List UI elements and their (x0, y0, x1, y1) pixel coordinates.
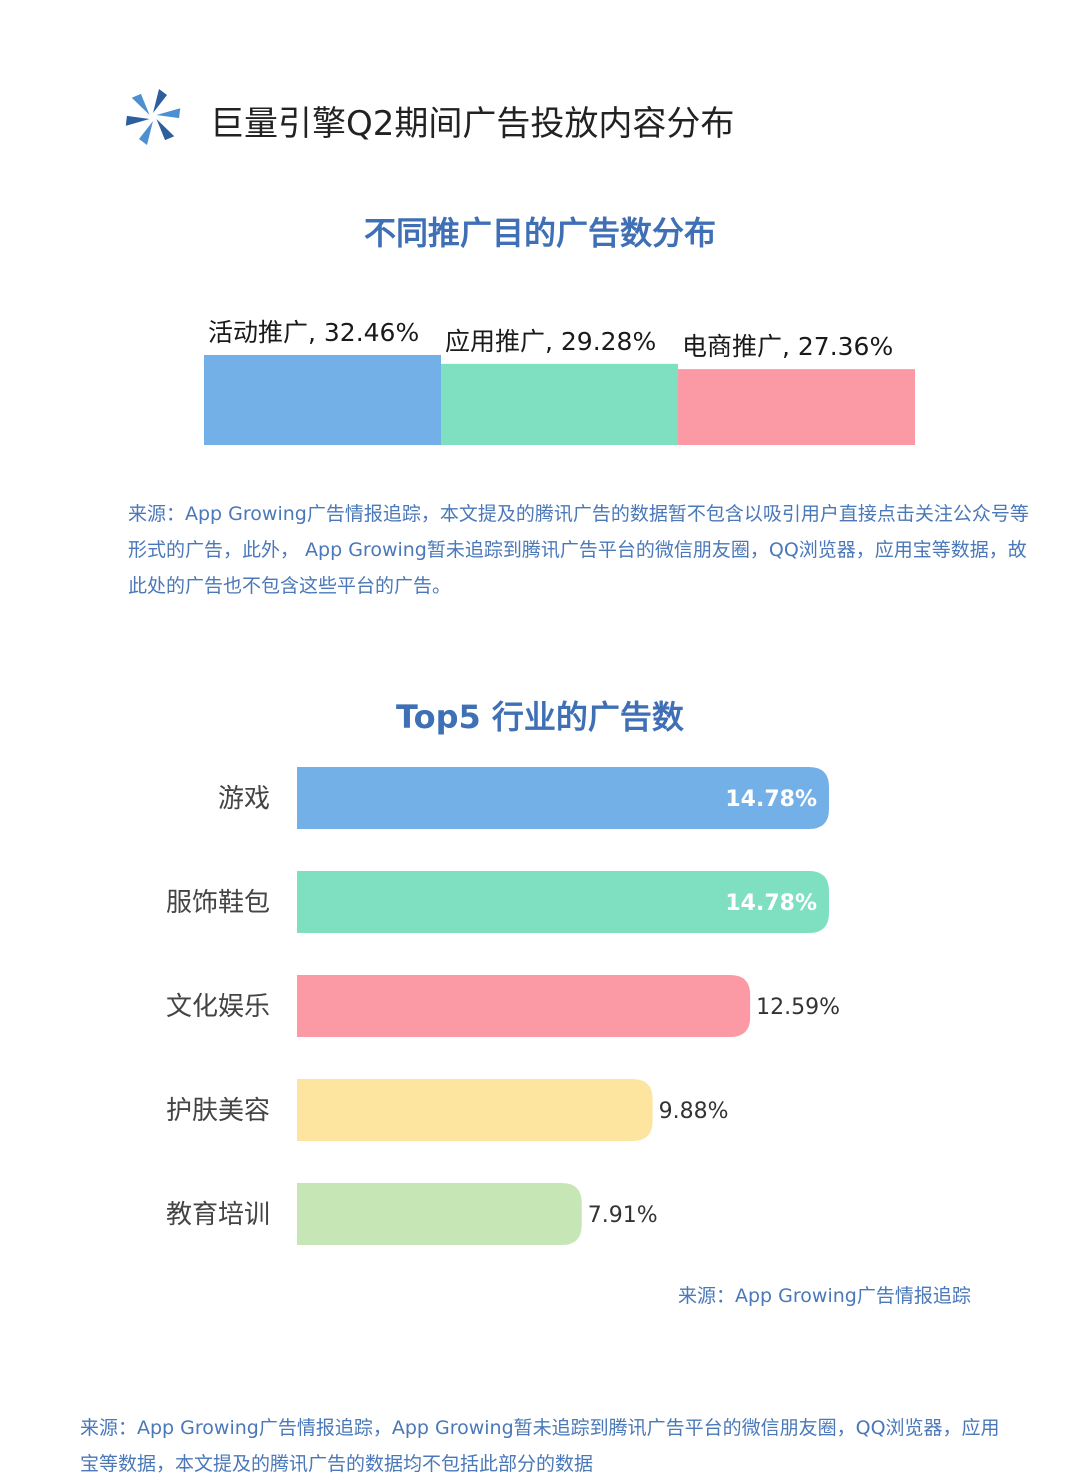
data-label-4: 9.88% (659, 1099, 729, 1124)
chart1-title: 不同推广目的广告数分布 (363, 214, 716, 252)
top5-industry-chart: 游戏 14.78% 服饰鞋包 14.78% 文化娱乐 12.59% 护肤美容 9.88% 教育培… (166, 767, 840, 1245)
chart2-source-note: 来源：App Growing广告情报追踪 (678, 1285, 971, 1307)
data-label-2: 应用推广, 29.28% (445, 327, 656, 356)
bar-4 (297, 1079, 653, 1141)
data-label-1: 14.78% (725, 787, 817, 812)
bar-1 (297, 767, 829, 829)
bar-5 (297, 1183, 582, 1245)
data-label-2: 14.78% (725, 891, 817, 916)
chart2-title: Top5 行业的广告数 (396, 698, 684, 736)
data-label-1: 活动推广, 32.46% (208, 318, 419, 347)
category-label-1: 游戏 (218, 784, 270, 814)
chart1-source-note: 来源：App Growing广告情报追踪，本文提及的腾讯广告的数据暂不包含以吸引… (128, 503, 1029, 597)
bar-2 (297, 871, 829, 933)
promotion-purpose-chart: 活动推广, 32.46% 应用推广, 29.28% 电商推广, 27.36% (204, 318, 915, 445)
data-label-3: 12.59% (756, 995, 840, 1020)
page-title: 巨量引擎Q2期间广告投放内容分布 (210, 104, 735, 144)
bar-3 (678, 369, 915, 445)
category-label-3: 文化娱乐 (166, 992, 270, 1022)
data-label-3: 电商推广, 27.36% (682, 332, 893, 361)
pinwheel-logo-icon (125, 89, 181, 145)
category-label-2: 服饰鞋包 (166, 888, 270, 918)
category-label-4: 护肤美容 (166, 1096, 270, 1126)
footer-source-note: 来源：App Growing广告情报追踪，App Growing暂未追踪到腾讯广… (80, 1417, 1000, 1475)
bar-1 (204, 355, 441, 445)
category-label-5: 教育培训 (166, 1200, 270, 1230)
bar-3 (297, 975, 751, 1037)
data-label-5: 7.91% (588, 1203, 658, 1228)
bar-2 (441, 363, 678, 445)
